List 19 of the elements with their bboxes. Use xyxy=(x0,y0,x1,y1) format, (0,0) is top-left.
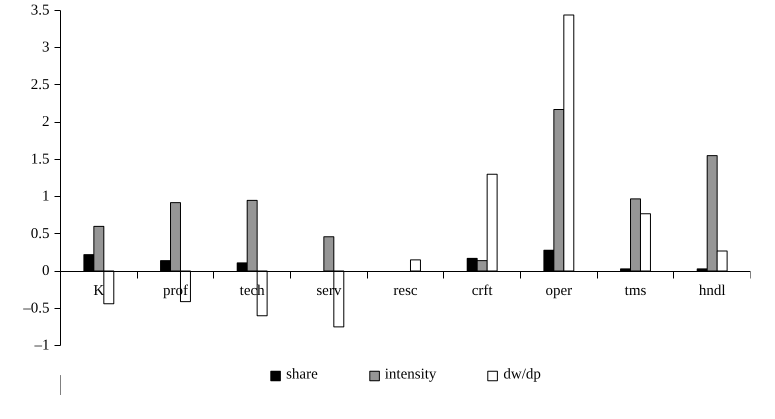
x-tick-label: hndl xyxy=(698,283,726,300)
y-tick-label: 3.5 xyxy=(30,2,50,18)
x-tick-label: K xyxy=(93,283,104,300)
y-tick-label: –1 xyxy=(34,338,50,354)
x-tick-label: oper xyxy=(546,283,572,300)
x-tick-label: tms xyxy=(624,283,646,300)
x-tick-label: resc xyxy=(393,283,418,300)
y-tick-label: 0 xyxy=(42,263,50,280)
x-tick-label: crft xyxy=(472,283,494,300)
y-tick-label: 1.5 xyxy=(30,151,50,168)
y-tick-label: 2.5 xyxy=(30,76,50,93)
legend-label: intensity xyxy=(384,366,436,384)
y-tick-label: 3 xyxy=(42,40,50,56)
y-tick-label: 1 xyxy=(42,188,50,205)
y-tick-label: 0.5 xyxy=(30,226,50,242)
legend-label: share xyxy=(286,366,318,384)
y-tick-label: –0.5 xyxy=(22,300,50,316)
legend-label: dw/dp xyxy=(503,366,541,384)
y-tick-label: 2 xyxy=(42,114,50,130)
